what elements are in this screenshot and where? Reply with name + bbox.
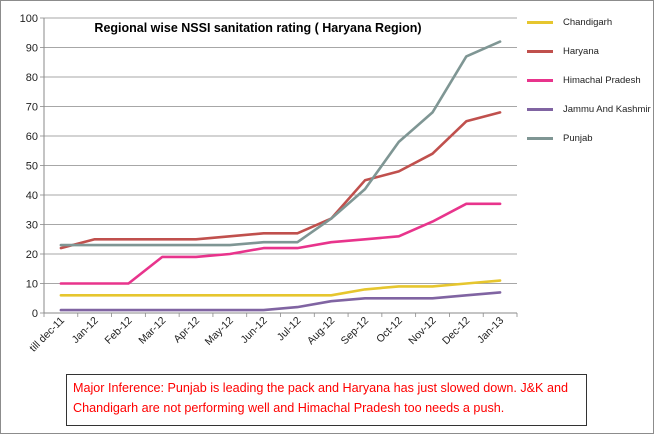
y-tick-label: 50: [26, 161, 38, 173]
x-tick-label: Jan-12: [70, 315, 101, 346]
legend-swatch: [527, 49, 553, 53]
series-line-punjab: [59, 40, 502, 247]
legend-item: Chandigarh: [527, 14, 612, 30]
legend-swatch: [527, 20, 553, 24]
y-tick-label: 20: [26, 249, 38, 261]
legend-label: Jammu And Kashmir: [563, 103, 651, 115]
y-tick-label: 30: [26, 220, 38, 232]
x-tick-label: Jun-12: [239, 315, 270, 346]
y-tick-label: 40: [26, 190, 38, 202]
x-tick-label: Oct-12: [374, 315, 405, 346]
x-tick-label: Jan-13: [475, 315, 506, 346]
x-tick-label: till dec-11: [27, 315, 67, 355]
legend-item: Haryana: [527, 43, 599, 59]
legend-swatch: [527, 136, 553, 140]
x-tick-label: Apr-12: [171, 315, 202, 346]
y-tick-label: 60: [26, 131, 38, 143]
legend-swatch: [527, 107, 553, 111]
series-line-himachal-pradesh: [59, 202, 502, 285]
x-tick-label: May-12: [203, 315, 236, 348]
legend-label: Haryana: [563, 45, 599, 57]
legend-label: Chandigarh: [563, 16, 613, 28]
gridlines: [44, 17, 517, 284]
legend-item: Jammu And Kashmir: [527, 101, 651, 117]
y-tick-label: 70: [26, 102, 38, 114]
tick-labels: 0 10 20 30 40 50 60 70 80 90 100 till dec-11 Jan-12 F…: [20, 13, 507, 354]
y-tick-label: 80: [26, 72, 38, 84]
x-tick-label: Nov-12: [406, 315, 439, 348]
axes: [40, 17, 518, 317]
chart-title: Regional wise NSSI sanitation rating ( H…: [94, 21, 421, 35]
y-tick-label: 0: [32, 308, 38, 320]
legend-label: Himachal Pradesh: [563, 74, 641, 86]
series-lines: [59, 40, 502, 312]
series-line-haryana: [59, 111, 502, 250]
x-tick-label: Aug-12: [305, 315, 338, 348]
legend-item: Himachal Pradesh: [527, 72, 641, 88]
inference-note: Major Inference: Punjab is leading the p…: [66, 374, 587, 426]
legend-label: Punjab: [563, 132, 593, 144]
legend-swatch: [527, 78, 553, 82]
x-tick-label: Mar-12: [136, 315, 168, 347]
y-tick-label: 10: [26, 279, 38, 291]
x-tick-label: Sep-12: [339, 315, 372, 348]
y-tick-label: 90: [26, 43, 38, 55]
x-tick-label: Dec-12: [440, 315, 473, 348]
series-line-chandigarh: [59, 279, 502, 297]
x-tick-label: Feb-12: [103, 315, 135, 347]
y-tick-label: 100: [20, 13, 38, 25]
inference-text: Major Inference: Punjab is leading the p…: [73, 381, 568, 415]
x-tick-label: Jul-12: [275, 315, 304, 344]
series-line-jammu-and-kashmir: [59, 291, 502, 312]
legend-item: Punjab: [527, 130, 593, 146]
